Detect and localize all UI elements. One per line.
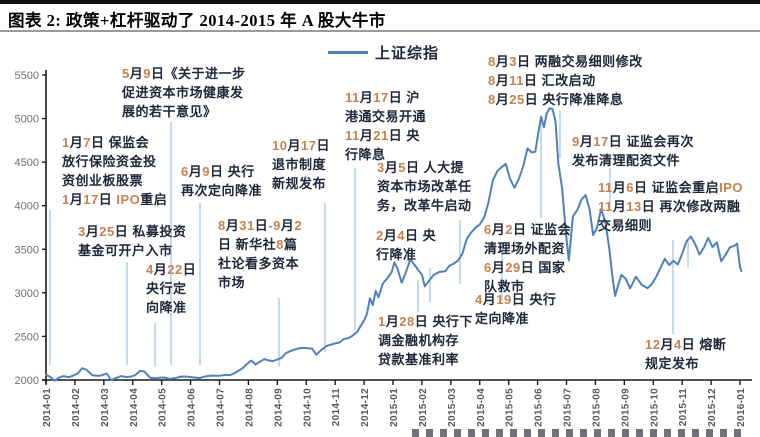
x-axis-tick-label: 2014-03: [100, 388, 111, 427]
legend-label: 上证综指: [375, 45, 440, 62]
x-axis-tick-label: 2015-01: [389, 388, 400, 427]
title-divider: [0, 30, 760, 32]
x-axis-tick-label: 2014-05: [158, 388, 169, 427]
x-axis-tick-label: 2014-06: [187, 388, 198, 427]
x-axis-tick-label: 2014-01: [42, 388, 53, 427]
x-axis-tick-label: 2014-09: [273, 388, 284, 427]
x-axis-tick-label: 2015-04: [476, 388, 487, 427]
x-axis-tick-label: 2014-12: [360, 388, 371, 427]
x-axis-tick-label: 2015-06: [534, 388, 545, 427]
y-axis-tick-label: 2500: [15, 331, 39, 343]
x-axis-tick-label: 2015-12: [707, 388, 718, 427]
x-axis-tick-label: 2014-08: [244, 388, 255, 427]
legend: 上证综指: [328, 42, 439, 63]
x-axis-tick-label: 2015-05: [505, 388, 516, 427]
y-axis-tick-label: 3500: [15, 244, 39, 256]
y-axis-tick-label: 5500: [15, 70, 39, 82]
y-axis-tick-label: 3000: [15, 288, 39, 300]
legend-line-swatch: [328, 51, 368, 54]
x-axis-tick-label: 2014-04: [129, 388, 140, 427]
cropped-bottom-text: [412, 429, 748, 437]
x-axis-tick-label: 2014-11: [331, 388, 342, 426]
chart-title: 图表 2: 政策+杠杆驱动了 2014-2015 年 A 股大牛市: [8, 11, 386, 30]
x-axis-tick-label: 2015-07: [563, 388, 574, 427]
x-axis-tick-label: 2016-01: [736, 388, 747, 427]
x-axis-tick-label: 2014-07: [216, 388, 227, 427]
x-axis-tick-label: 2015-10: [649, 388, 660, 427]
y-axis-tick-label: 4500: [15, 157, 39, 169]
top-border: [0, 0, 760, 4]
x-axis-tick-label: 2015-03: [447, 388, 458, 427]
x-axis-tick-label: 2014-02: [71, 388, 82, 427]
x-axis-tick-label: 2015-02: [418, 388, 429, 427]
y-axis-tick-label: 2000: [15, 375, 39, 387]
series-line: [45, 107, 743, 382]
y-axis-tick-label: 5000: [15, 114, 39, 126]
x-axis-tick-label: 2015-09: [620, 388, 631, 427]
x-axis-tick-label: 2015-08: [591, 388, 602, 427]
x-axis-tick-label: 2015-11: [678, 388, 689, 426]
x-axis-tick-label: 2014-10: [302, 388, 313, 427]
y-axis-tick-label: 4000: [15, 201, 39, 213]
